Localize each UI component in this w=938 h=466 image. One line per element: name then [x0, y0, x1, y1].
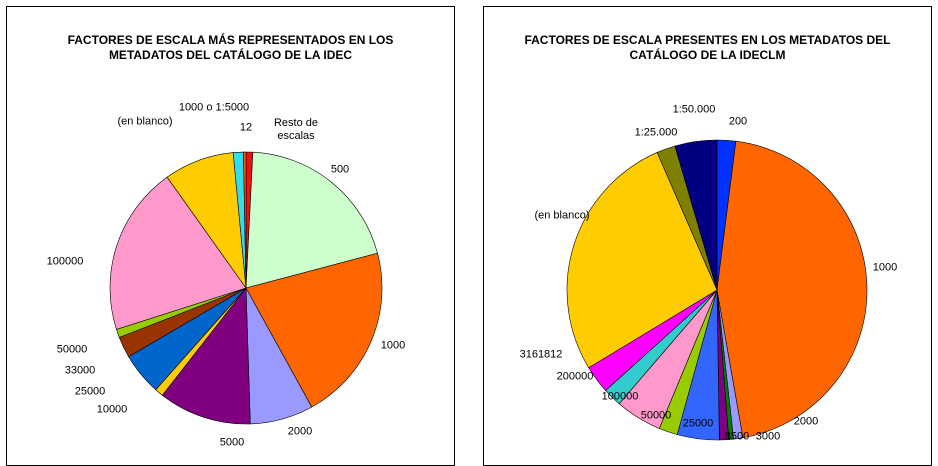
pie-slice [245, 151, 378, 289]
slice-label: 12 [239, 121, 253, 134]
pie-slice [566, 152, 718, 369]
slice-label: (en blanco) [534, 209, 590, 222]
slice-label: 500 [330, 163, 350, 176]
chart-title: FACTORES DE ESCALA PRESENTES EN LOS META… [524, 33, 891, 62]
slice-label: 3161812 [519, 348, 563, 361]
pie-slice [109, 176, 247, 330]
slice-label: 8500 [724, 430, 750, 443]
pie-slice [245, 252, 383, 408]
slice-label: 33000 [64, 364, 96, 377]
pie-slice [674, 139, 718, 291]
slice-label: 200000 [556, 370, 594, 383]
pie-slice [716, 140, 868, 439]
slice-label: 2000 [287, 425, 313, 438]
slice-label: 2000 [793, 415, 819, 428]
slice-label: 25000 [682, 417, 714, 430]
slice-label: 100000 [46, 255, 84, 268]
page: FACTORES DE ESCALA MÁS REPRESENTADOS EN … [6, 6, 932, 466]
slice-label: 1000 [380, 339, 406, 352]
slice-label: 3000 [755, 430, 781, 443]
pie-slice [161, 287, 251, 425]
slice-label: 10000 [96, 403, 128, 416]
pie-slice [243, 151, 247, 289]
pies [109, 139, 868, 441]
slice-label: (en blanco) [117, 115, 173, 128]
slice-label: 5000 [219, 436, 245, 449]
slice-label: Resto de escalas [273, 117, 319, 142]
slice-label: 1000 [872, 261, 898, 274]
slice-label: 50000 [56, 343, 88, 356]
slice-label: 25000 [74, 385, 106, 398]
slice-label: 1:50.000 [672, 103, 716, 116]
slice-label: 100000 [601, 390, 639, 403]
slice-label: 50000 [640, 409, 672, 422]
slice-label: 200 [728, 115, 748, 128]
chart-title: FACTORES DE ESCALA MÁS REPRESENTADOS EN … [67, 33, 394, 62]
slice-label: 1000 o 1:5000 [178, 101, 250, 114]
slice-label: 1:25.000 [634, 126, 678, 139]
